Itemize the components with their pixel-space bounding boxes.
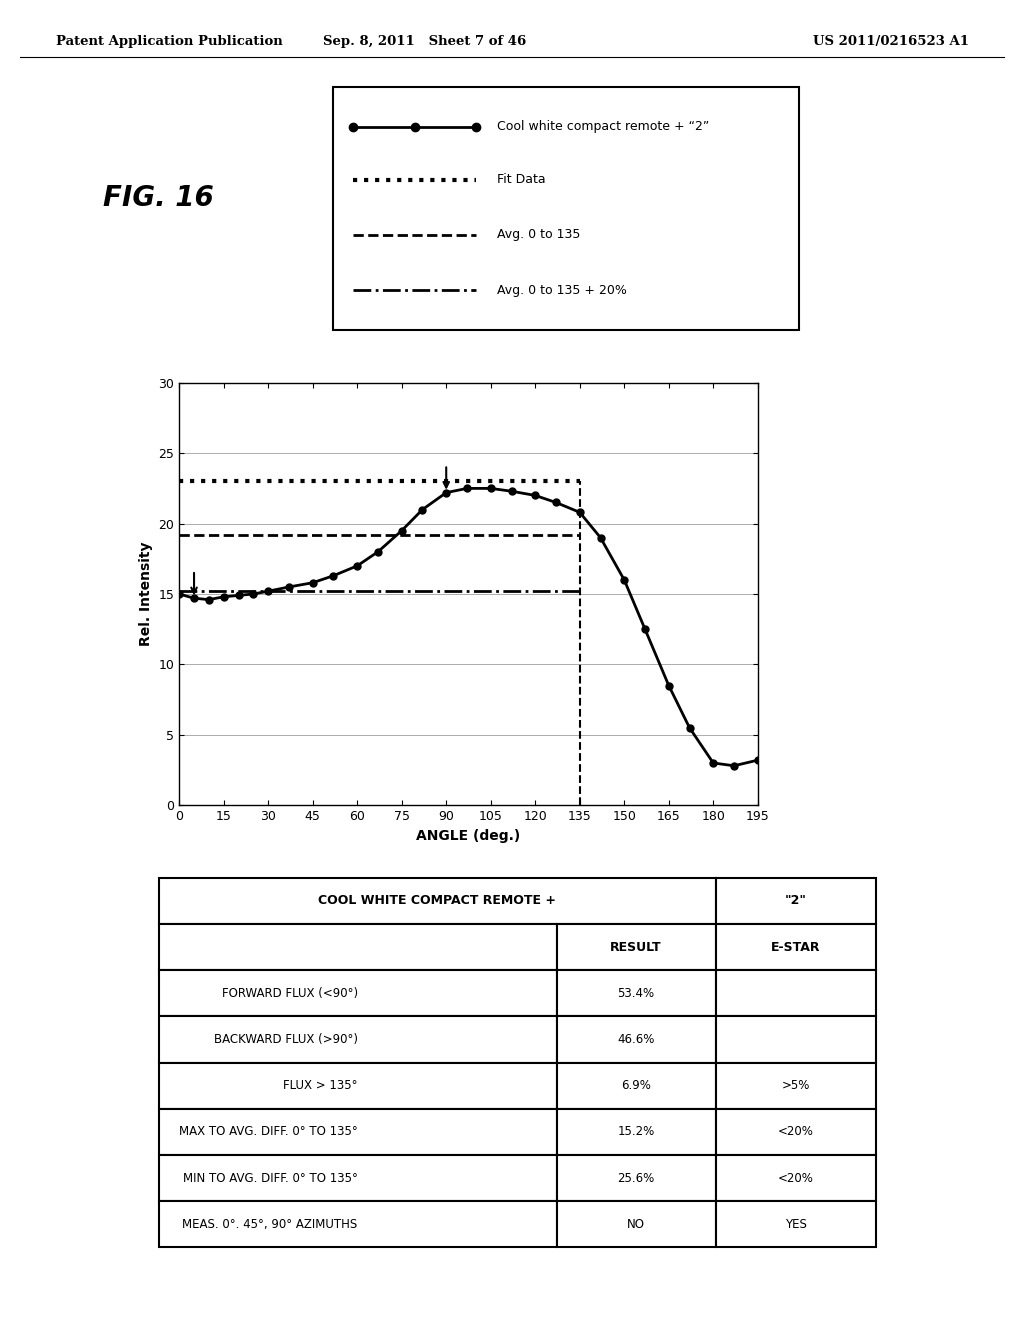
Text: <20%: <20%	[777, 1172, 813, 1184]
Text: 25.6%: 25.6%	[617, 1172, 654, 1184]
Text: MIN TO AVG. DIFF. 0° TO 135°: MIN TO AVG. DIFF. 0° TO 135°	[182, 1172, 357, 1184]
Text: Patent Application Publication: Patent Application Publication	[56, 36, 283, 48]
Bar	[159, 1201, 557, 1247]
Text: >5%: >5%	[781, 1080, 810, 1092]
Text: 15.2%: 15.2%	[617, 1126, 654, 1138]
Text: US 2011/0216523 A1: US 2011/0216523 A1	[813, 36, 969, 48]
Text: Avg. 0 to 135 + 20%: Avg. 0 to 135 + 20%	[497, 284, 627, 297]
Bar	[557, 1063, 716, 1109]
Text: MAX TO AVG. DIFF. 0° TO 135°: MAX TO AVG. DIFF. 0° TO 135°	[179, 1126, 357, 1138]
Text: YES: YES	[784, 1218, 807, 1230]
Text: MEAS. 0°. 45°, 90° AZIMUTHS: MEAS. 0°. 45°, 90° AZIMUTHS	[182, 1218, 357, 1230]
Bar	[716, 1016, 876, 1063]
Bar	[159, 1063, 557, 1109]
Text: BACKWARD FLUX (>90°): BACKWARD FLUX (>90°)	[214, 1034, 357, 1045]
Bar	[333, 87, 799, 330]
Bar	[557, 924, 716, 970]
Bar	[159, 1155, 557, 1201]
Bar	[716, 924, 876, 970]
Text: E-STAR: E-STAR	[771, 941, 820, 953]
Text: RESULT: RESULT	[610, 941, 662, 953]
Text: COOL WHITE COMPACT REMOTE +: COOL WHITE COMPACT REMOTE +	[318, 895, 556, 907]
Bar	[557, 1201, 716, 1247]
Text: Sep. 8, 2011   Sheet 7 of 46: Sep. 8, 2011 Sheet 7 of 46	[324, 36, 526, 48]
Text: 6.9%: 6.9%	[622, 1080, 651, 1092]
Bar	[557, 970, 716, 1016]
Bar	[159, 924, 557, 970]
Bar	[159, 1016, 557, 1063]
Text: Fit Data: Fit Data	[497, 173, 545, 186]
Text: NO: NO	[627, 1218, 645, 1230]
Bar	[159, 1109, 557, 1155]
Text: "2": "2"	[784, 895, 807, 907]
Text: Cool white compact remote + “2”: Cool white compact remote + “2”	[497, 120, 709, 133]
Bar	[716, 1063, 876, 1109]
Bar	[159, 878, 716, 924]
Bar	[159, 970, 557, 1016]
Bar	[557, 1016, 716, 1063]
Text: FIG. 16: FIG. 16	[103, 183, 214, 213]
Bar	[557, 1109, 716, 1155]
Y-axis label: Rel. Intensity: Rel. Intensity	[139, 541, 153, 647]
Bar	[716, 970, 876, 1016]
Text: Avg. 0 to 135: Avg. 0 to 135	[497, 228, 580, 242]
Text: 53.4%: 53.4%	[617, 987, 654, 999]
Text: 46.6%: 46.6%	[617, 1034, 654, 1045]
Text: FLUX > 135°: FLUX > 135°	[283, 1080, 357, 1092]
Text: FORWARD FLUX (<90°): FORWARD FLUX (<90°)	[221, 987, 357, 999]
Bar	[716, 1155, 876, 1201]
Bar	[716, 1109, 876, 1155]
Bar	[557, 1155, 716, 1201]
Text: <20%: <20%	[777, 1126, 813, 1138]
Bar	[716, 878, 876, 924]
X-axis label: ANGLE (deg.): ANGLE (deg.)	[417, 829, 520, 842]
Bar	[716, 1201, 876, 1247]
